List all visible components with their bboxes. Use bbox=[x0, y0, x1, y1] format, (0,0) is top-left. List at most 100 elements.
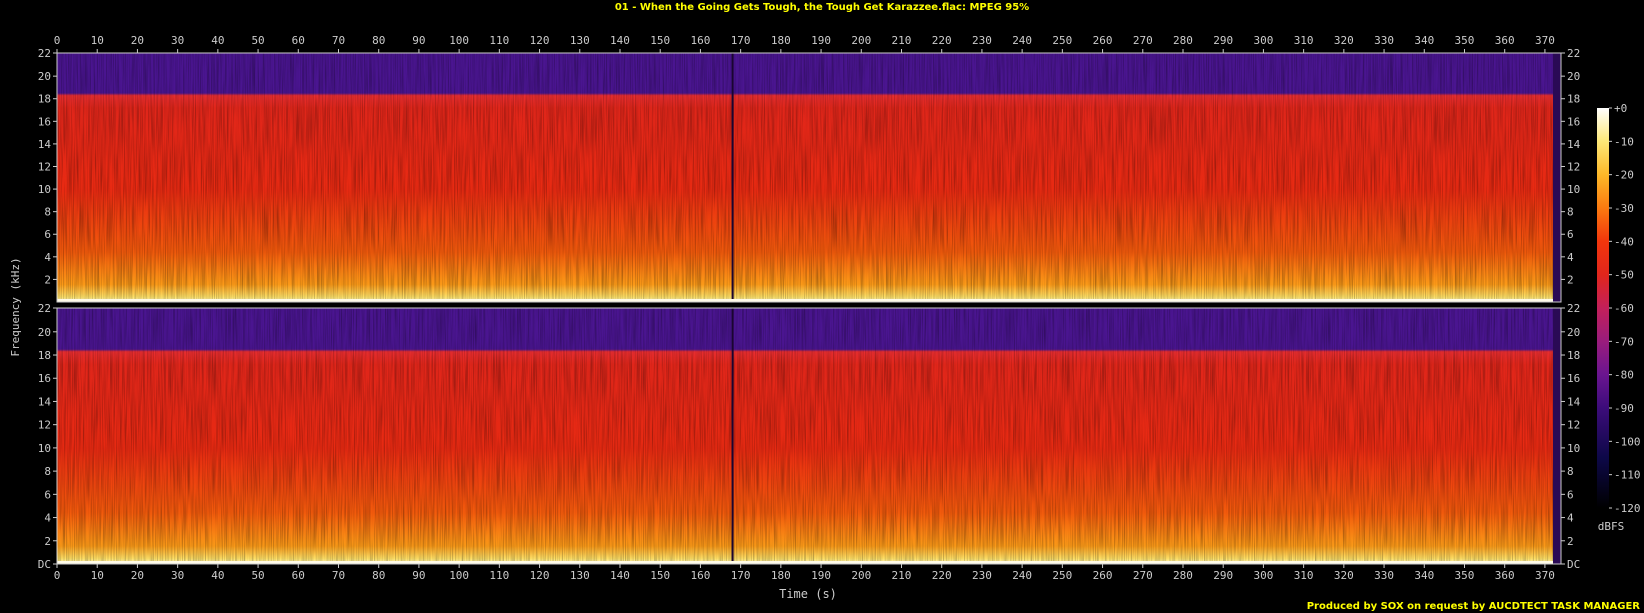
x-tick-label-top: 270 bbox=[1133, 34, 1153, 47]
x-tick-label-top: 260 bbox=[1093, 34, 1113, 47]
y-tick-label-right: 22 bbox=[1567, 302, 1580, 315]
x-tick-label-top: 20 bbox=[131, 34, 144, 47]
x-axis-bottom: 0 10 20 30 40 50 60 70 80 90 100 110 120 130 140 150 160… bbox=[54, 564, 1555, 582]
y-tick-label-left: 8 bbox=[44, 465, 51, 478]
y-tick-label-right: 8 bbox=[1567, 206, 1574, 219]
y-tick-label-left: 20 bbox=[38, 326, 51, 339]
colorbar-tick-label: -100 bbox=[1614, 435, 1641, 448]
y-tick-label-right: 4 bbox=[1567, 251, 1574, 264]
x-tick-label-top: 110 bbox=[489, 34, 509, 47]
y-tick-label-right: 16 bbox=[1567, 115, 1580, 128]
x-tick-label-bottom: 370 bbox=[1535, 569, 1555, 582]
colorbar-tick-label: -120 bbox=[1614, 502, 1641, 515]
y-tick-label-right: 14 bbox=[1567, 138, 1581, 151]
y-tick-label-right: DC bbox=[1567, 558, 1580, 571]
x-tick-label-top: 70 bbox=[332, 34, 345, 47]
y-tick-label-left: 22 bbox=[38, 47, 51, 60]
x-tick-label-bottom: 10 bbox=[91, 569, 104, 582]
colorbar-tick-label: -10 bbox=[1614, 135, 1634, 148]
x-tick-label-top: 360 bbox=[1495, 34, 1515, 47]
x-tick-label-bottom: 20 bbox=[131, 569, 144, 582]
y-tick-label-left: 14 bbox=[38, 395, 52, 408]
track-break-line bbox=[731, 53, 734, 302]
colorbar: +0 -10 -20 -30 -40 -50 -60 -70 -80 -90 -100 -110 -12… bbox=[1597, 102, 1641, 515]
y-tick-label-left: 20 bbox=[38, 70, 51, 83]
x-tick-label-bottom: 190 bbox=[811, 569, 831, 582]
y-tick-label-right: 20 bbox=[1567, 326, 1580, 339]
y-tick-label-left: 12 bbox=[38, 160, 51, 173]
spectrogram-texture bbox=[57, 53, 1553, 302]
x-tick-label-bottom: 0 bbox=[54, 569, 61, 582]
x-tick-label-top: 340 bbox=[1414, 34, 1434, 47]
x-tick-label-bottom: 260 bbox=[1093, 569, 1113, 582]
y-tick-label-left: 22 bbox=[38, 302, 51, 315]
plot-frame bbox=[56, 52, 1562, 303]
x-tick-label-bottom: 340 bbox=[1414, 569, 1434, 582]
x-tick-label-top: 90 bbox=[412, 34, 425, 47]
y-tick-label-left: 2 bbox=[44, 535, 51, 548]
y-tick-label-left: 10 bbox=[38, 183, 51, 196]
x-tick-label-top: 150 bbox=[650, 34, 670, 47]
plot-frame bbox=[56, 307, 1562, 565]
y-tick-label-right: 22 bbox=[1567, 47, 1580, 60]
y-tick-label-right: 10 bbox=[1567, 442, 1580, 455]
colorbar-tick-label: -40 bbox=[1614, 235, 1634, 248]
x-tick-label-top: 60 bbox=[292, 34, 305, 47]
y-tick-label-left: 16 bbox=[38, 372, 51, 385]
x-tick-label-bottom: 310 bbox=[1294, 569, 1314, 582]
x-tick-label-top: 290 bbox=[1213, 34, 1233, 47]
x-tick-label-top: 230 bbox=[972, 34, 992, 47]
x-tick-label-bottom: 360 bbox=[1495, 569, 1515, 582]
spectrogram-tail bbox=[1552, 308, 1561, 564]
x-tick-label-top: 220 bbox=[932, 34, 952, 47]
x-tick-label-bottom: 110 bbox=[489, 569, 509, 582]
x-tick-label-bottom: 90 bbox=[412, 569, 425, 582]
x-tick-label-bottom: 250 bbox=[1052, 569, 1072, 582]
x-axis-label: Time (s) bbox=[779, 587, 837, 601]
x-tick-label-bottom: 330 bbox=[1374, 569, 1394, 582]
x-tick-label-bottom: 130 bbox=[570, 569, 590, 582]
x-tick-label-bottom: 160 bbox=[690, 569, 710, 582]
y-tick-label-left: 14 bbox=[38, 138, 52, 151]
x-tick-label-bottom: 220 bbox=[932, 569, 952, 582]
x-tick-label-top: 240 bbox=[1012, 34, 1032, 47]
x-tick-label-top: 190 bbox=[811, 34, 831, 47]
x-tick-label-bottom: 270 bbox=[1133, 569, 1153, 582]
y-tick-label-right: 2 bbox=[1567, 273, 1574, 286]
y-axis-label: Frequency (kHz) bbox=[9, 257, 22, 356]
x-tick-label-bottom: 170 bbox=[731, 569, 751, 582]
x-tick-label-bottom: 150 bbox=[650, 569, 670, 582]
x-tick-label-top: 350 bbox=[1455, 34, 1475, 47]
x-tick-label-bottom: 230 bbox=[972, 569, 992, 582]
track-break-line bbox=[731, 308, 734, 564]
x-tick-label-top: 280 bbox=[1173, 34, 1193, 47]
y-tick-label-left: 6 bbox=[44, 228, 51, 241]
y-tick-label-right: 18 bbox=[1567, 93, 1580, 106]
colorbar-tick-label: -30 bbox=[1614, 202, 1634, 215]
x-tick-label-top: 130 bbox=[570, 34, 590, 47]
y-tick-label-left: 4 bbox=[44, 512, 51, 525]
y-tick-label-right: 12 bbox=[1567, 160, 1580, 173]
x-tick-label-top: 160 bbox=[690, 34, 710, 47]
y-tick-label-right: 18 bbox=[1567, 349, 1580, 362]
y-tick-label-right: 4 bbox=[1567, 512, 1574, 525]
dc-band bbox=[57, 299, 1553, 302]
x-tick-label-top: 330 bbox=[1374, 34, 1394, 47]
y-tick-label-right: 10 bbox=[1567, 183, 1580, 196]
y-tick-label-left: 12 bbox=[38, 419, 51, 432]
x-tick-label-top: 100 bbox=[449, 34, 469, 47]
x-tick-label-bottom: 30 bbox=[171, 569, 184, 582]
x-tick-label-bottom: 180 bbox=[771, 569, 791, 582]
x-tick-label-top: 0 bbox=[54, 34, 61, 47]
x-tick-label-top: 50 bbox=[251, 34, 264, 47]
x-tick-label-bottom: 40 bbox=[211, 569, 224, 582]
y-tick-label-left: 4 bbox=[44, 251, 51, 264]
colorbar-tick-label: -110 bbox=[1614, 469, 1641, 482]
colorbar-tick-label: -90 bbox=[1614, 402, 1634, 415]
colorbar-tick-label: -60 bbox=[1614, 302, 1634, 315]
y-tick-label-left: 16 bbox=[38, 115, 51, 128]
x-tick-label-top: 320 bbox=[1334, 34, 1354, 47]
y-tick-label-left: 8 bbox=[44, 206, 51, 219]
y-tick-label-right: 6 bbox=[1567, 488, 1574, 501]
